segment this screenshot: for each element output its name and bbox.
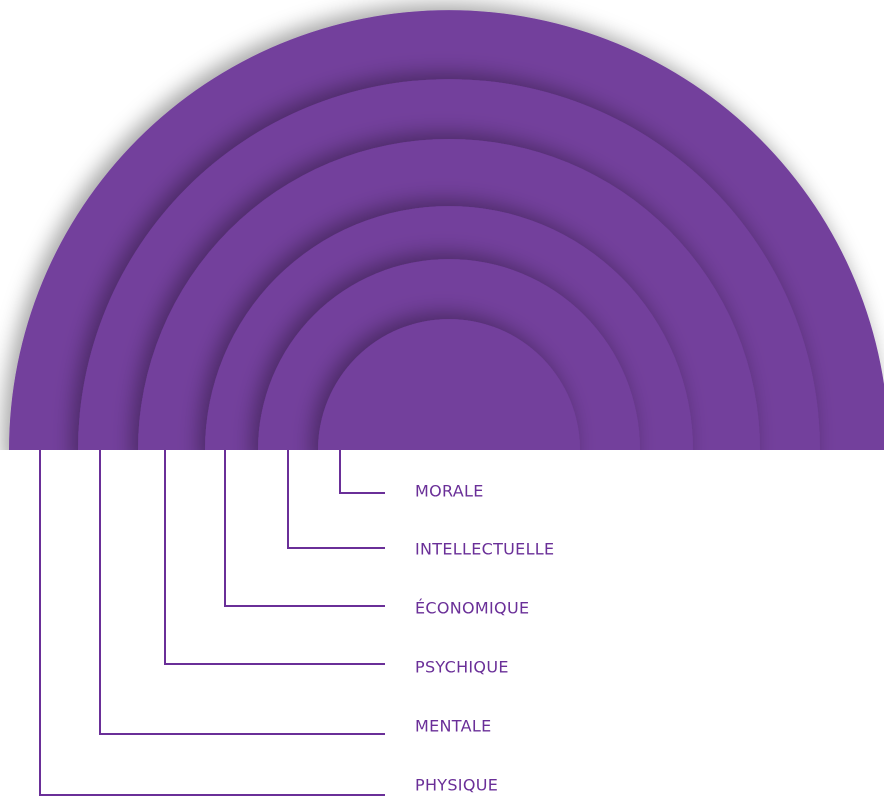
leader-line [224, 450, 385, 607]
leader-line [287, 450, 385, 549]
ring [318, 319, 580, 450]
label: PSYCHIQUE [415, 658, 509, 677]
leader-line [339, 450, 385, 494]
leaders: MORALE INTELLECTUELLE ÉCONOMIQUE PSYCHIQUE M… [39, 450, 554, 796]
leader-line [99, 450, 385, 735]
label: MORALE [415, 482, 484, 501]
leader-line [164, 450, 385, 665]
label: MENTALE [415, 717, 491, 736]
label: PHYSIQUE [415, 776, 498, 795]
leader-line [39, 450, 385, 796]
label: INTELLECTUELLE [415, 540, 554, 559]
rings [9, 10, 884, 450]
label: ÉCONOMIQUE [415, 599, 529, 618]
